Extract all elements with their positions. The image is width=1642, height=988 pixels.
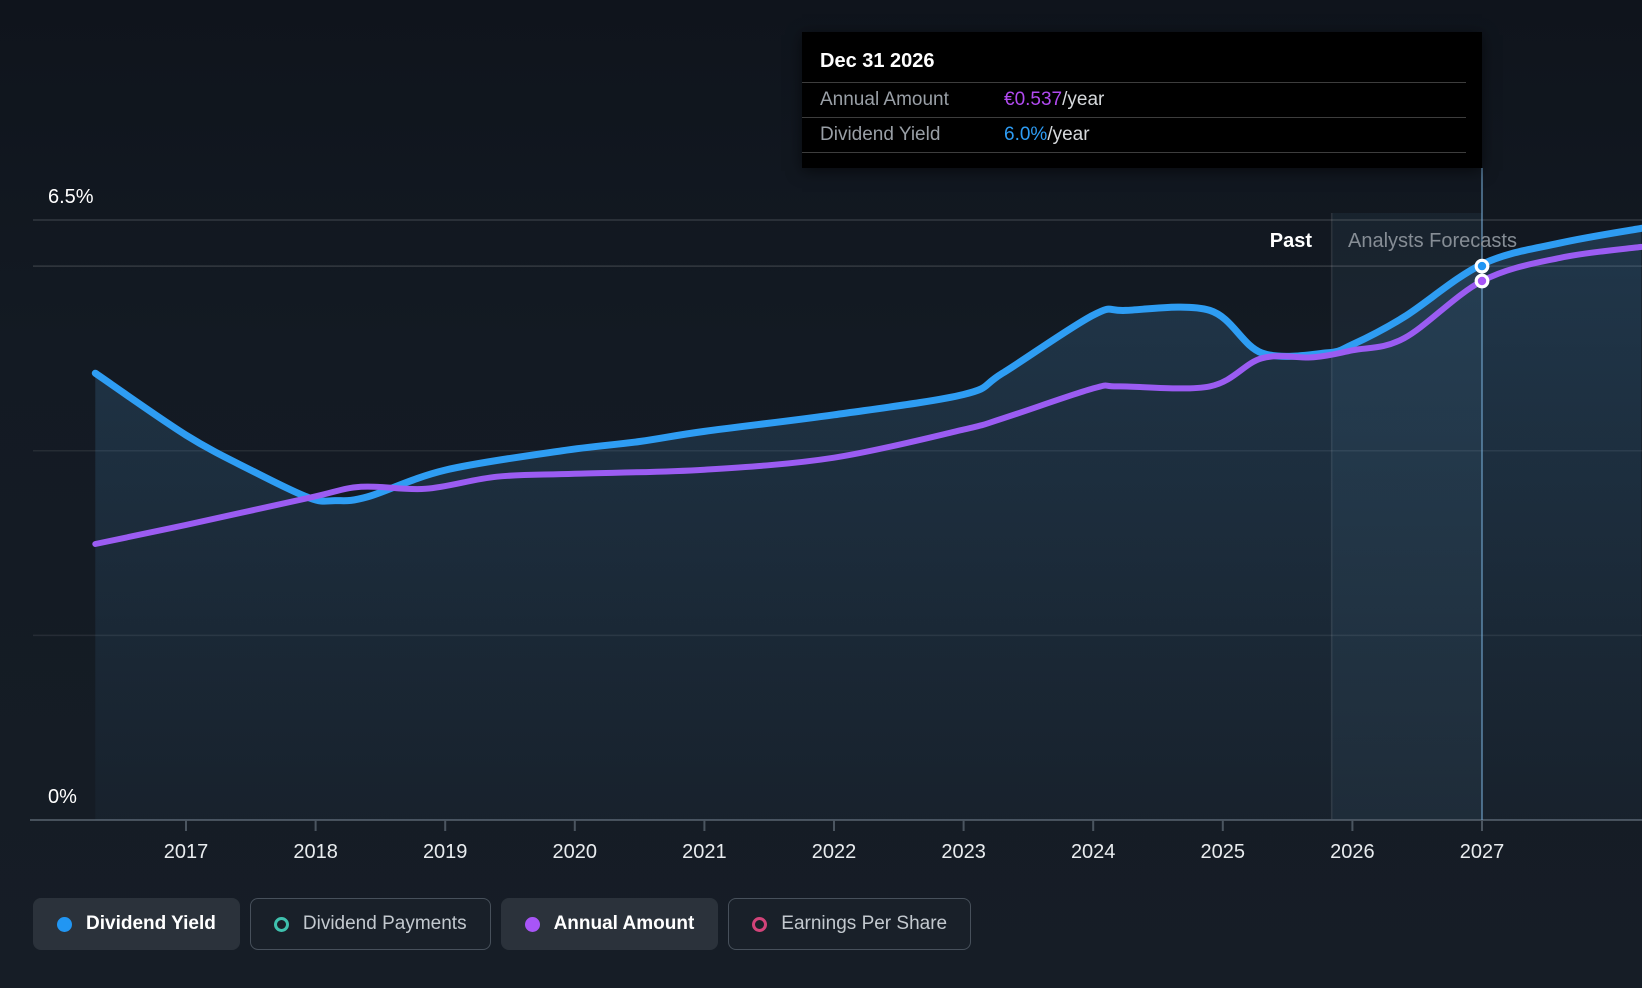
x-tick-label-2026: 2026 [1330,841,1375,863]
y-axis-top-label: 6.5% [48,186,94,208]
legend-item-dividend-payments[interactable]: Dividend Payments [250,898,491,950]
legend-item-label: Dividend Payments [303,913,467,935]
dividend-chart-page: 2017 2018 2019 2020 2021 2022 2023 2024 2025 2026… [0,0,1642,988]
legend-item-earnings-per-share[interactable]: Earnings Per Share [728,898,971,950]
analysts-forecasts-label: Analysts Forecasts [1348,230,1517,252]
tooltip-row-value: €0.537 [1004,89,1062,111]
earnings-per-share-legend-dot-icon [752,917,767,932]
x-tick-label-2017: 2017 [164,841,209,863]
legend-item-dividend-yield[interactable]: Dividend Yield [33,898,240,950]
x-tick-label-2021: 2021 [682,841,727,863]
past-label: Past [1270,230,1313,252]
x-axis: 2017 2018 2019 2020 2021 2022 2023 2024 2025 2026… [164,820,1505,863]
legend: Dividend Yield Dividend Payments Annual Am… [33,898,971,950]
hover-marker-dividend-yield[interactable] [1476,260,1488,272]
legend-item-label: Annual Amount [554,913,695,935]
x-tick-label-2027: 2027 [1460,841,1505,863]
tooltip-row-label: Annual Amount [802,89,1004,111]
tooltip-date: Dec 31 2026 [802,32,1482,82]
hover-tooltip: Dec 31 2026 Annual Amount€0.537/yearDivi… [802,32,1482,168]
dividend-payments-legend-dot-icon [274,917,289,932]
legend-item-label: Dividend Yield [86,913,216,935]
tooltip-row-suffix: /year [1062,89,1104,111]
x-tick-label-2024: 2024 [1071,841,1116,863]
tooltip-row-annual-amount: Annual Amount€0.537/year [802,83,1482,117]
tooltip-row-value: 6.0% [1004,124,1047,146]
annual-amount-legend-dot-icon [525,917,540,932]
x-tick-label-2023: 2023 [941,841,986,863]
series-lines [95,228,1641,820]
tooltip-divider [802,152,1466,153]
x-tick-label-2022: 2022 [812,841,857,863]
x-tick-label-2020: 2020 [553,841,598,863]
x-tick-label-2025: 2025 [1201,841,1246,863]
dividend-yield-legend-dot-icon [57,917,72,932]
x-tick-label-2019: 2019 [423,841,468,863]
x-tick-label-2018: 2018 [293,841,338,863]
y-axis-bottom-label: 0% [48,786,77,808]
tooltip-row-dividend-yield: Dividend Yield6.0%/year [802,118,1482,152]
tooltip-row-label: Dividend Yield [802,124,1004,146]
hover-marker-annual-amount[interactable] [1476,275,1488,287]
tooltip-row-suffix: /year [1047,124,1089,146]
legend-item-label: Earnings Per Share [781,913,947,935]
legend-item-annual-amount[interactable]: Annual Amount [501,898,719,950]
